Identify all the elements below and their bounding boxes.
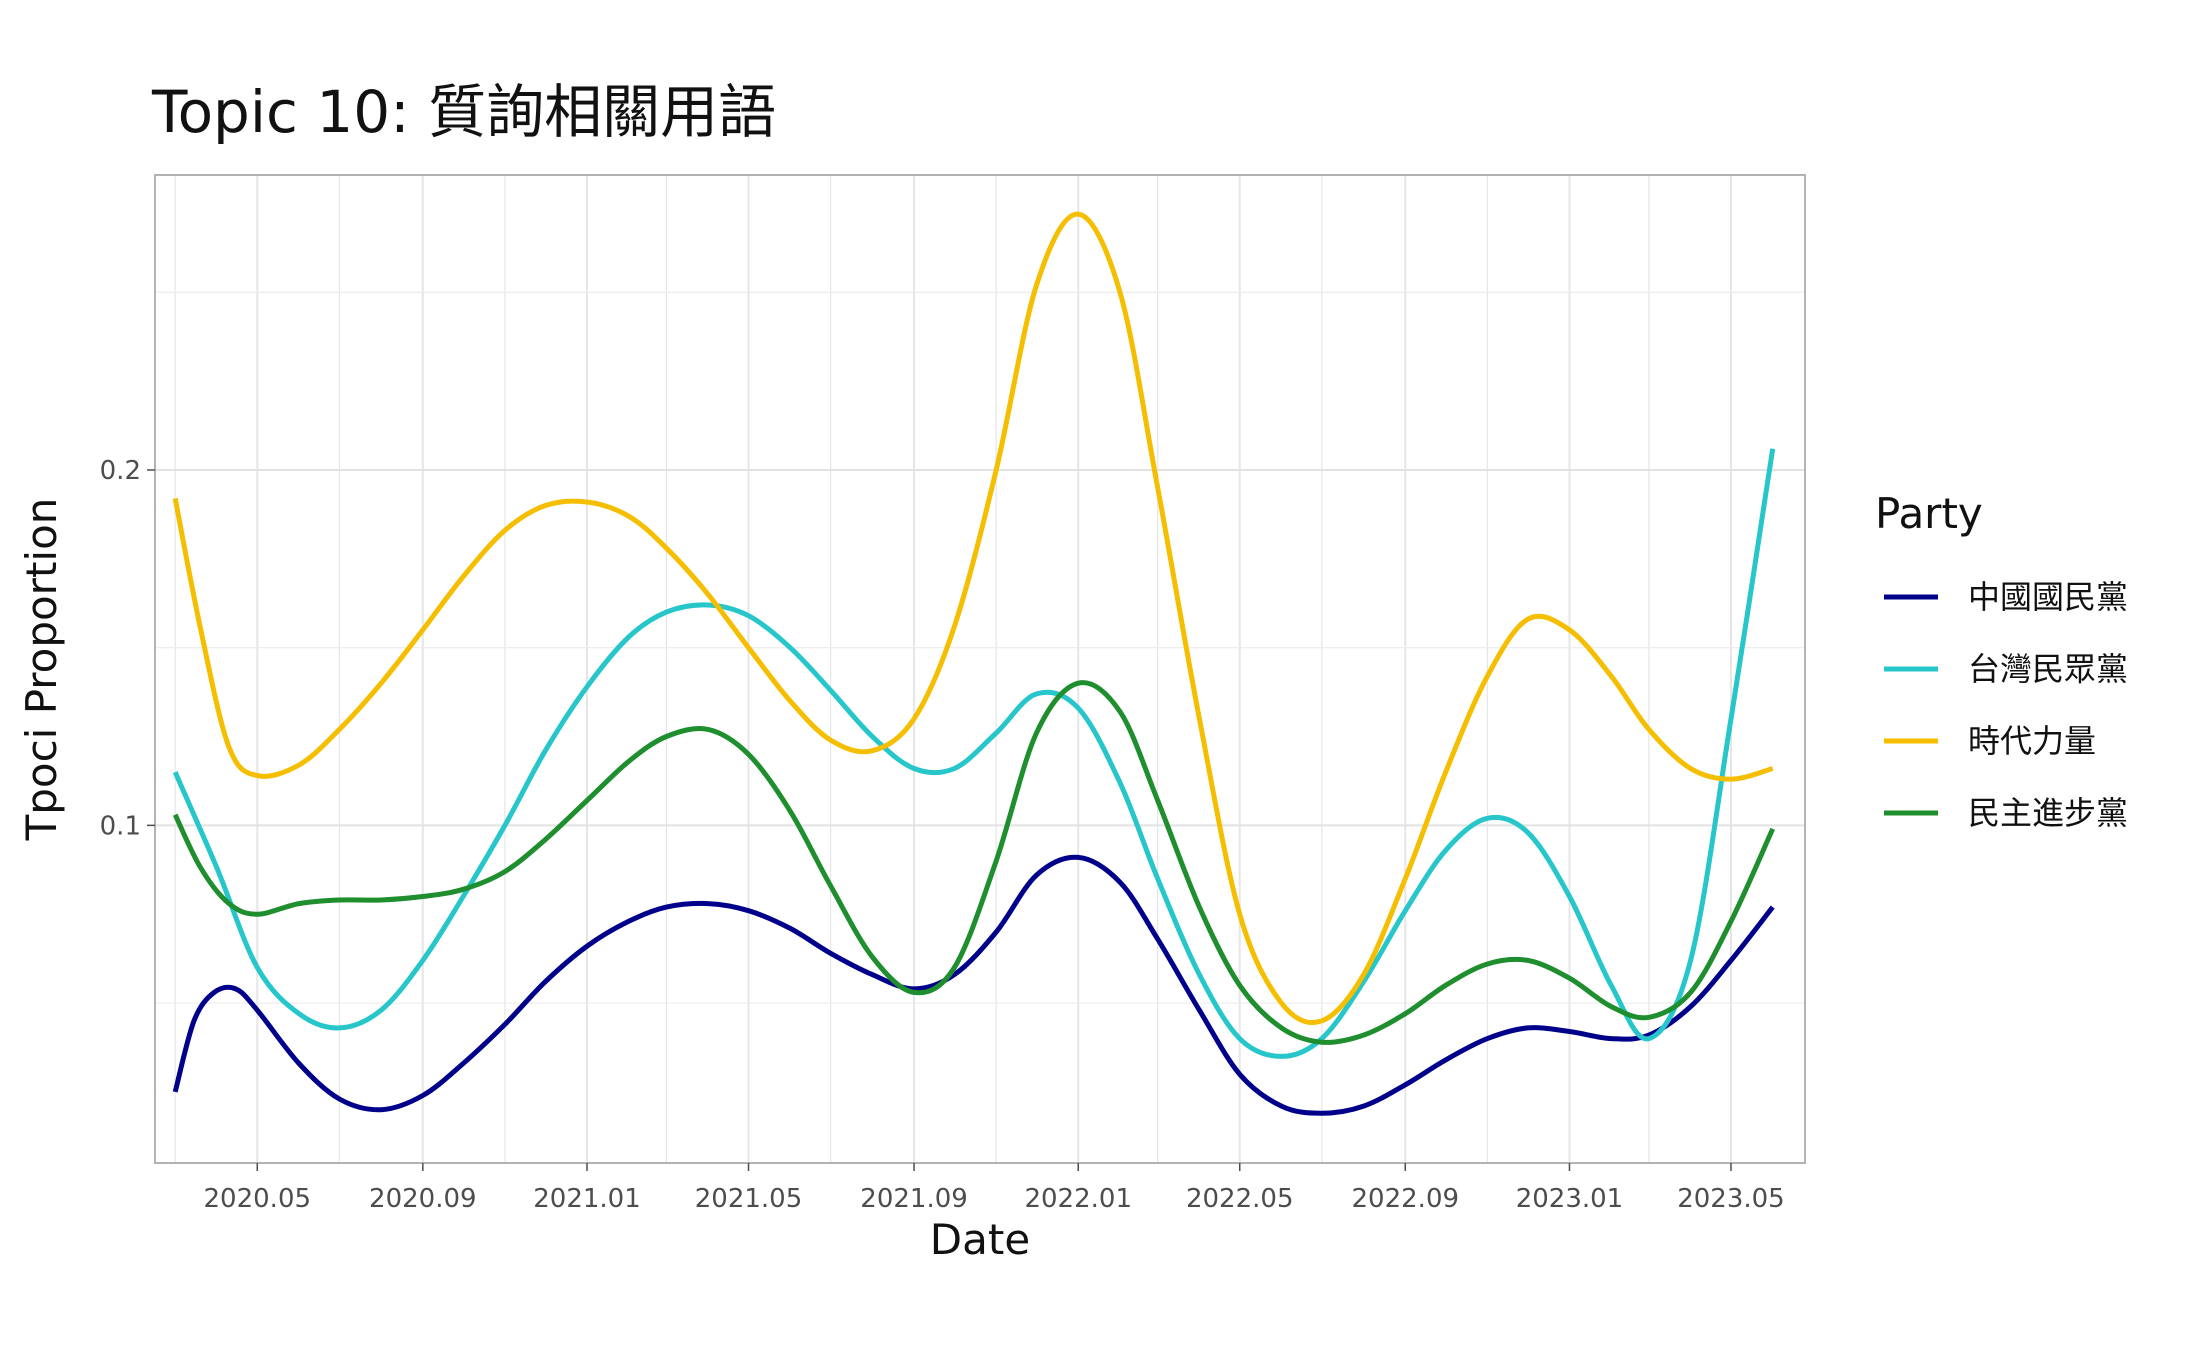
x-tick-label: 2022.01 [1024, 1184, 1132, 1214]
plot-background [155, 175, 1805, 1163]
y-tick-label: 0.2 [100, 456, 141, 486]
series-line-3 [172, 211, 1774, 1026]
series-layer [172, 211, 1776, 1116]
legend-label-3: 時代力量 [1968, 722, 2096, 760]
x-tick-label: 2022.05 [1186, 1184, 1294, 1214]
x-tick-label: 2021.05 [695, 1184, 803, 1214]
x-tick-label: 2020.09 [369, 1184, 477, 1214]
x-tick-label: 2023.05 [1677, 1184, 1785, 1214]
x-tick-label: 2020.05 [204, 1184, 312, 1214]
x-axis: 2020.05 2020.09 2021.01 2021.05 2021.09 2022.… [204, 1163, 1785, 1214]
legend-label-1: 中國國民黨 [1968, 578, 2128, 616]
legend-title: Party [1875, 489, 1983, 538]
x-axis-title: Date [930, 1215, 1030, 1264]
series-line-2 [172, 448, 1776, 1059]
legend-label-4: 民主進步黨 [1968, 794, 2128, 832]
grid [155, 175, 1805, 1163]
legend-label-2: 台灣民眾黨 [1968, 650, 2128, 688]
chart-title: Topic 10: 質詢相關用語 [151, 78, 776, 146]
panel-border [154, 174, 1806, 1164]
x-tick-label: 2021.01 [533, 1184, 641, 1214]
y-axis: 0.1 0.2 [100, 456, 155, 841]
x-tick-label: 2022.09 [1352, 1184, 1460, 1214]
y-tick-label: 0.1 [100, 811, 141, 841]
x-tick-label: 2021.09 [860, 1184, 968, 1214]
x-tick-label: 2023.01 [1516, 1184, 1624, 1214]
series-line-4 [172, 680, 1775, 1045]
y-axis-title: Tpoci Proportion [17, 498, 66, 842]
